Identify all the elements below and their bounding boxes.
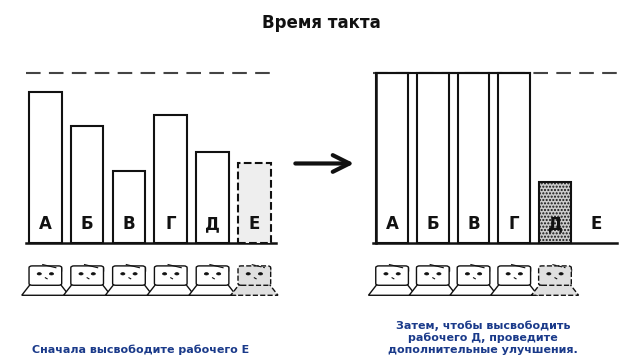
Polygon shape (450, 283, 497, 295)
Polygon shape (231, 283, 278, 295)
Polygon shape (531, 283, 579, 295)
FancyBboxPatch shape (239, 267, 270, 271)
Circle shape (121, 273, 125, 275)
Circle shape (424, 273, 429, 275)
FancyBboxPatch shape (196, 266, 229, 285)
FancyBboxPatch shape (539, 266, 571, 285)
Polygon shape (105, 283, 152, 295)
FancyBboxPatch shape (30, 267, 61, 271)
FancyBboxPatch shape (71, 266, 104, 285)
FancyBboxPatch shape (113, 267, 145, 271)
Polygon shape (409, 283, 457, 295)
Circle shape (396, 273, 401, 275)
Circle shape (466, 273, 469, 275)
FancyBboxPatch shape (539, 267, 571, 271)
Polygon shape (491, 283, 538, 295)
FancyBboxPatch shape (71, 267, 103, 271)
Text: Затем, чтобы высвободить
рабочего Д, проведите
дополнительные улучшения.: Затем, чтобы высвободить рабочего Д, про… (388, 320, 578, 355)
Circle shape (37, 273, 41, 275)
Bar (113, 171, 145, 243)
Polygon shape (189, 283, 236, 295)
Text: Г: Г (165, 215, 176, 233)
Circle shape (518, 273, 523, 275)
Text: Время такта: Время такта (262, 14, 381, 33)
Circle shape (163, 273, 167, 275)
Circle shape (258, 273, 262, 275)
Text: А: А (39, 215, 52, 233)
Text: Д: Д (205, 215, 220, 233)
Text: А: А (386, 215, 399, 233)
FancyBboxPatch shape (457, 266, 490, 285)
FancyBboxPatch shape (376, 267, 408, 271)
Text: Е: Е (249, 215, 260, 233)
Circle shape (79, 273, 83, 275)
Circle shape (246, 273, 250, 275)
Text: Е: Е (590, 215, 601, 233)
FancyBboxPatch shape (417, 267, 449, 271)
Circle shape (478, 273, 482, 275)
Text: Г: Г (509, 215, 520, 233)
Bar (458, 73, 489, 243)
Circle shape (204, 273, 208, 275)
Polygon shape (147, 283, 194, 295)
Bar (196, 152, 229, 243)
Circle shape (175, 273, 179, 275)
Circle shape (91, 273, 95, 275)
FancyBboxPatch shape (238, 266, 271, 285)
FancyBboxPatch shape (29, 266, 62, 285)
Circle shape (559, 273, 563, 275)
Polygon shape (22, 283, 69, 295)
FancyBboxPatch shape (417, 266, 449, 285)
Bar (238, 164, 271, 243)
Text: В: В (123, 215, 135, 233)
FancyBboxPatch shape (498, 266, 530, 285)
Polygon shape (368, 283, 415, 295)
Circle shape (437, 273, 441, 275)
Text: Сначала высвободите рабочего Е: Сначала высвободите рабочего Е (32, 344, 249, 355)
Text: Б: Б (81, 215, 93, 233)
Circle shape (50, 273, 53, 275)
Bar (498, 73, 530, 243)
Bar (71, 126, 104, 243)
Circle shape (133, 273, 137, 275)
FancyBboxPatch shape (154, 266, 187, 285)
Bar (539, 182, 571, 243)
FancyBboxPatch shape (458, 267, 489, 271)
Text: В: В (467, 215, 480, 233)
Circle shape (547, 273, 551, 275)
Bar (154, 114, 187, 243)
Bar (376, 73, 408, 243)
FancyBboxPatch shape (155, 267, 186, 271)
FancyBboxPatch shape (113, 266, 145, 285)
Bar (417, 73, 449, 243)
FancyBboxPatch shape (376, 266, 408, 285)
Circle shape (506, 273, 511, 275)
Text: Б: Б (426, 215, 439, 233)
Circle shape (384, 273, 388, 275)
FancyBboxPatch shape (498, 267, 530, 271)
FancyBboxPatch shape (197, 267, 228, 271)
Bar (29, 92, 62, 243)
Text: Д: Д (548, 215, 563, 233)
Circle shape (217, 273, 221, 275)
Polygon shape (64, 283, 111, 295)
